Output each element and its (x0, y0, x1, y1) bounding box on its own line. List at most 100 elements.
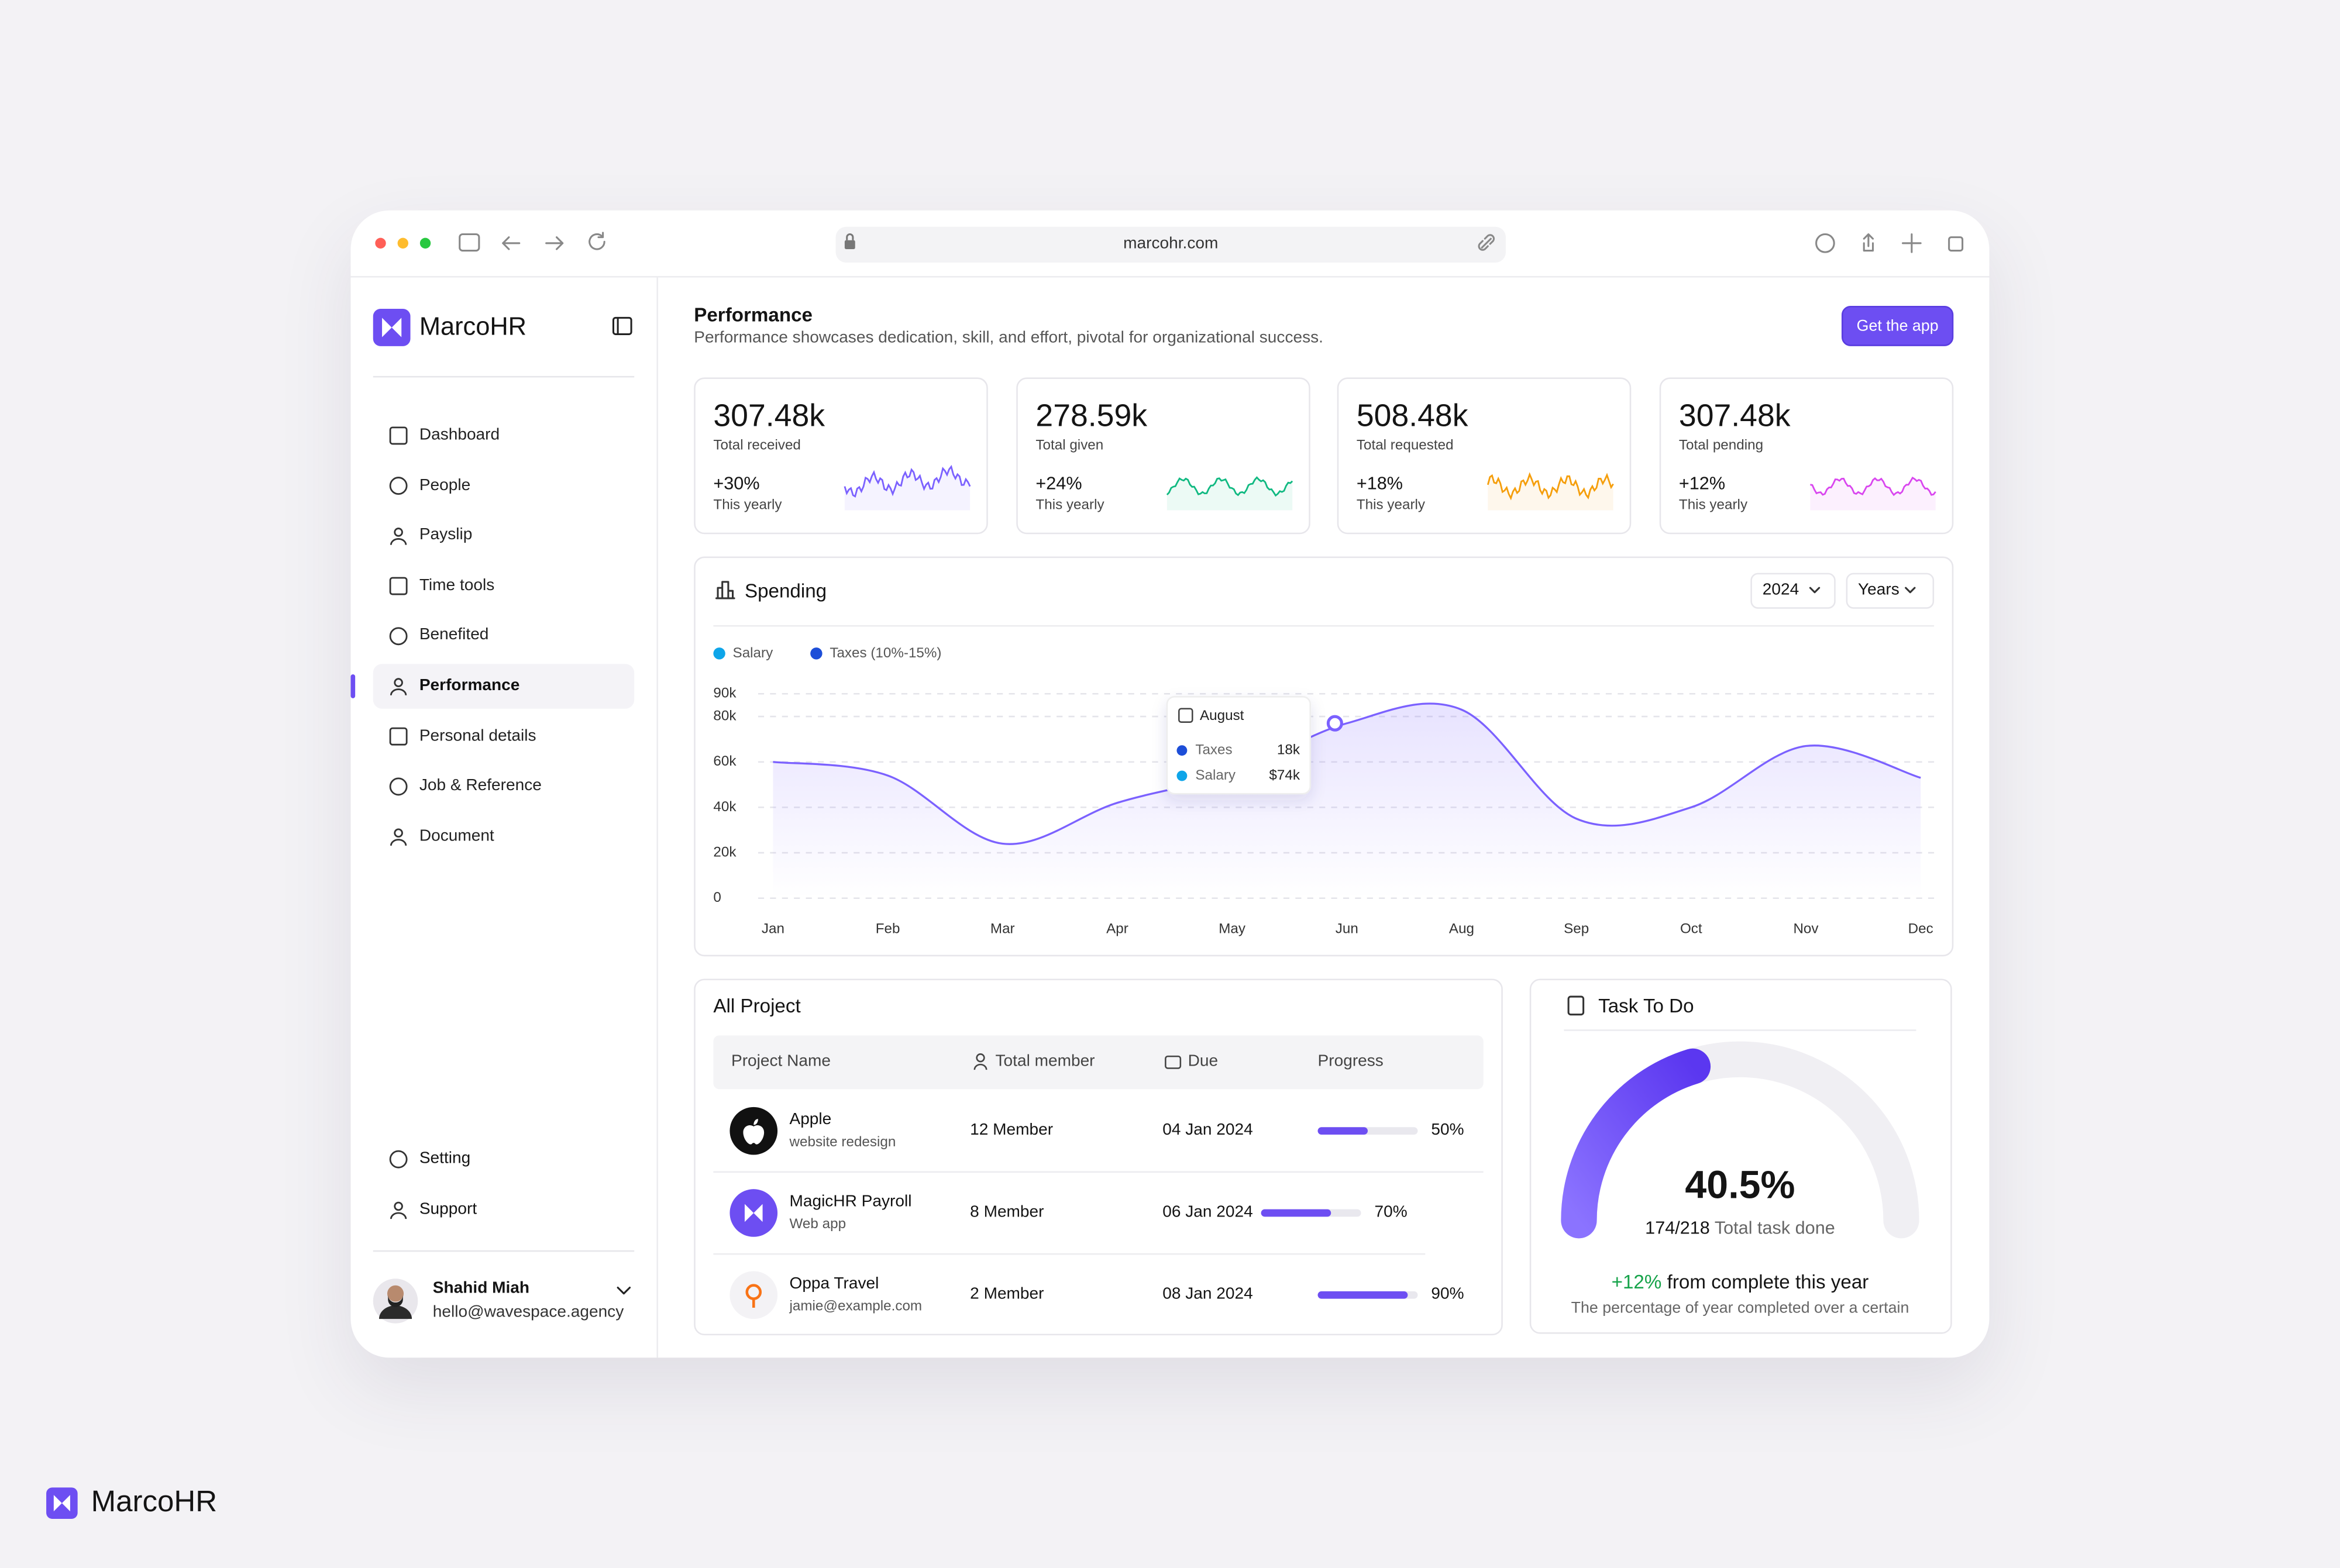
divider (713, 625, 1935, 627)
spending-title: Spending (744, 580, 827, 602)
stat-value: 307.48k (1678, 399, 1791, 434)
highlight-point (1326, 715, 1343, 732)
nav-item[interactable]: Personal details (419, 726, 536, 745)
project-due: 04 Jan 2024 (1162, 1121, 1253, 1139)
brand: MarcoHR (419, 312, 526, 341)
nav-item[interactable]: Payslip (419, 526, 473, 545)
nav-item[interactable]: Support (419, 1200, 477, 1218)
tooltip-dot (1176, 770, 1188, 781)
stat-value: 278.59k (1035, 399, 1148, 434)
url-text: marcohr.com (1123, 235, 1219, 253)
nav-item[interactable]: Benefited (419, 626, 489, 645)
year-dropdown[interactable] (1750, 573, 1836, 609)
sparkline (844, 464, 971, 498)
row-divider (713, 1253, 1426, 1255)
project-members: 2 Member (970, 1285, 1044, 1304)
footer-logo (46, 1487, 78, 1519)
tooltip-title: August (1200, 708, 1244, 723)
nav-item[interactable]: Job & Reference (419, 777, 542, 795)
nav-icon (389, 727, 408, 746)
icon-shape (389, 777, 408, 796)
share-icon[interactable] (1863, 233, 1874, 252)
apple-glyph (743, 1119, 765, 1145)
icon-shape (394, 828, 403, 838)
nav-item[interactable]: Setting (419, 1149, 471, 1168)
window-minimize[interactable] (397, 237, 408, 249)
task-change-line: +12% from complete this year (1531, 1272, 1949, 1291)
x-tick-label: Feb (876, 921, 900, 937)
task-percent: 40.5% (1685, 1162, 1795, 1207)
x-tick-label: Nov (1793, 921, 1819, 937)
project-icon (729, 1189, 778, 1237)
sparkline (1810, 476, 1936, 497)
stat-card (1016, 377, 1310, 535)
divider (1564, 1029, 1916, 1031)
sidebar-divider (656, 277, 658, 1358)
task-count-line: 174/218 Total task done (1561, 1219, 1919, 1237)
nav-item[interactable]: Document (419, 827, 494, 845)
y-tick-label: 40k (713, 799, 737, 815)
get-app-button[interactable] (1841, 305, 1954, 346)
column-header: Total member (995, 1052, 1095, 1071)
nav-item[interactable]: Performance (419, 676, 520, 695)
x-tick-label: Sep (1564, 921, 1589, 937)
project-sub: Web app (789, 1216, 846, 1233)
sparkline-area (1166, 477, 1293, 511)
download-icon[interactable] (1815, 233, 1835, 253)
nav-item[interactable]: People (419, 476, 471, 494)
logo (373, 309, 411, 346)
stat-label: Total requested (1356, 437, 1454, 454)
progress-label: 70% (1374, 1203, 1408, 1222)
projects-title: All Project (713, 994, 801, 1017)
table-header-bg (713, 1035, 1484, 1090)
window-close[interactable] (375, 237, 386, 249)
nav-icon (389, 777, 408, 796)
url-bar[interactable] (835, 226, 1506, 263)
stat-label: Total given (1035, 437, 1104, 454)
progress-fill (1261, 1209, 1331, 1217)
back-icon[interactable] (502, 236, 521, 250)
tooltip-name: Taxes (1195, 742, 1232, 758)
nav-item[interactable]: Time tools (419, 576, 495, 595)
collapse-icon[interactable] (612, 316, 632, 335)
x-tick-label: May (1219, 921, 1246, 937)
icon-shape (389, 577, 408, 595)
new-tab-icon[interactable] (1902, 233, 1922, 253)
member-icon (976, 1053, 985, 1063)
window-zoom[interactable] (419, 237, 431, 249)
nav-icon (390, 528, 407, 545)
calendar-icon (1178, 708, 1193, 723)
icon-shape (389, 1150, 408, 1169)
avatar (373, 1278, 418, 1324)
progress-fill (1317, 1127, 1368, 1135)
reload-icon[interactable] (589, 232, 605, 250)
range-dropdown[interactable] (1846, 573, 1935, 609)
year-label: 2024 (1762, 581, 1799, 599)
member-icon (973, 1063, 987, 1070)
sidebar-toggle-icon[interactable] (459, 233, 480, 252)
task-change-text: from complete this year (1667, 1270, 1869, 1293)
tasks-icon (1567, 995, 1585, 1016)
column-header: Progress (1317, 1052, 1384, 1071)
tabs-icon[interactable] (1948, 236, 1964, 252)
icon-shape (390, 688, 407, 695)
project-name: MagicHR Payroll (789, 1193, 912, 1211)
y-tick-label: 80k (713, 708, 737, 723)
nav-item[interactable]: Dashboard (419, 426, 500, 444)
icon-shape (389, 426, 408, 445)
stat-period: This yearly (1678, 497, 1748, 514)
dropdown-chevrons (1809, 587, 1916, 594)
user-menu-chevron[interactable] (617, 1286, 631, 1295)
task-count-label: Total task done (1714, 1217, 1835, 1239)
divider (373, 375, 635, 378)
spending-icon (715, 581, 735, 599)
stat-period: This yearly (1035, 497, 1104, 514)
user-email: hello@wavespace.agency (432, 1303, 624, 1321)
forward-icon[interactable] (545, 236, 564, 250)
nav-active-indicator (350, 674, 356, 698)
user-name: Shahid Miah (432, 1279, 530, 1298)
button-label: Get the app (1856, 317, 1939, 336)
legend-label: Salary (733, 645, 774, 661)
